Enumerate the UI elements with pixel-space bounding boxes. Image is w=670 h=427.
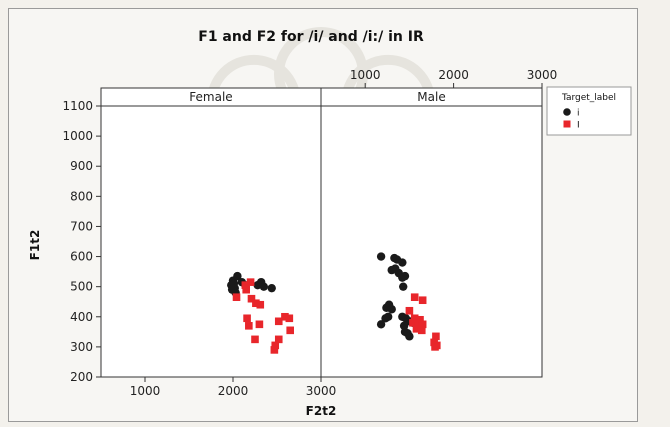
y-tick-label: 900 [70,159,93,173]
point-I-male [410,314,419,323]
point-I-male [417,326,426,335]
point-I-female [256,300,265,309]
point-i-female [259,282,268,291]
data-points [227,252,441,354]
point-I-male [409,319,417,327]
point-I-male [416,315,424,324]
point-i-male [399,282,408,291]
point-i-male [400,271,410,281]
point-I-female [286,326,294,335]
x-tick-label-top: 3000 [527,68,558,82]
x-axis-label: F2t2 [306,404,337,418]
y-tick-label: 300 [70,340,93,354]
point-I-male [432,332,440,341]
y-axis-label: F1t2 [28,230,42,261]
point-I-female [271,341,280,350]
panel-label-male: Male [417,90,445,104]
point-I-male [410,293,419,302]
legend-marker-I [563,120,571,128]
y-tick-label: 200 [70,370,93,384]
y-tick-label: 400 [70,310,93,324]
point-I-female [243,314,251,323]
point-i-male [405,332,414,341]
x-tick-label-top: 1000 [350,68,381,82]
legend-entries: iI [563,108,580,131]
point-I-female [241,281,250,289]
point-I-female [245,322,253,330]
point-I-female [232,293,241,302]
legend-title: Target_label [561,93,616,103]
legend-box [546,86,632,136]
point-i-male [381,314,390,323]
chart-title: F1 and F2 for /i/ and /i:/ in IR [198,29,424,45]
legend-label-i: i [577,109,580,119]
y-tick-label: 1000 [62,129,93,143]
x-axis-top: 1000 2000 3000 [350,68,557,88]
point-i-male [398,258,407,267]
point-I-female [255,320,264,329]
x-tick-label-top: 2000 [438,68,469,82]
point-I-male [412,325,421,333]
point-I-female [270,346,279,354]
point-i-female [267,283,276,293]
point-I-male [431,343,439,351]
legend-label-I: I [577,121,580,131]
chart-area: F1 and F2 for /i/ and /i:/ in IR Female M… [8,8,638,422]
legend-marker-i [563,108,571,116]
x-tick-label-bottom: 3000 [306,384,337,398]
point-I-male [405,306,414,315]
point-I-female [274,335,283,344]
y-tick-label: 500 [70,280,93,294]
point-I-female [285,314,294,323]
point-I-female [247,294,256,303]
x-axis-bottom: 1000 2000 3000 [130,377,337,398]
y-axis: 200 300 400 500 600 700 800 900 1000 1100 [62,99,101,384]
point-I-female [281,312,289,321]
point-i-male [376,320,386,329]
point-i-male [376,252,386,261]
point-I-female [251,335,259,344]
point-I-female [252,299,260,308]
point-i-female [233,271,242,281]
y-tick-label: 700 [70,219,93,233]
point-i-male [387,305,396,314]
legend: Target_label iI [546,86,632,136]
x-tick-label-bottom: 1000 [130,384,161,398]
point-I-male [418,296,427,305]
scatter-plot-svg: F1 and F2 for /i/ and /i:/ in IR Female M… [28,27,632,418]
panel-label-female: Female [189,90,232,104]
y-tick-label: 800 [70,189,93,203]
y-tick-label: 600 [70,250,93,264]
x-tick-label-bottom: 2000 [218,384,249,398]
point-I-female [242,285,250,294]
point-I-female [246,278,255,286]
y-tick-label: 1100 [62,99,93,113]
point-I-male [418,320,427,329]
point-I-female [274,317,283,326]
